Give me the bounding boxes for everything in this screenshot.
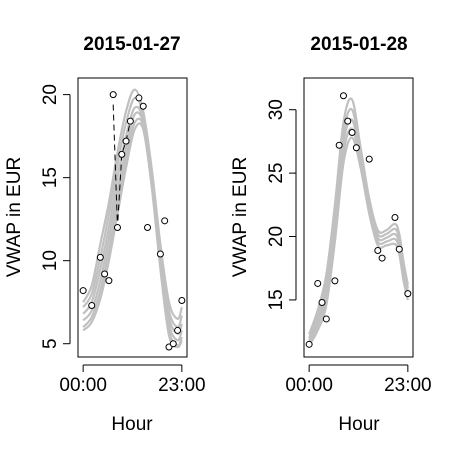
- y-tick-label: 30: [266, 99, 287, 120]
- y-tick-label: 5: [40, 338, 61, 349]
- y-tick-label: 20: [40, 84, 61, 105]
- observed-point: [392, 215, 398, 221]
- y-tick-label: 10: [40, 250, 61, 271]
- observed-point: [349, 130, 355, 136]
- observed-point: [323, 316, 329, 322]
- observed-point: [405, 291, 411, 297]
- observed-point: [102, 271, 108, 277]
- observed-point: [306, 341, 312, 347]
- panel-right-xlabel: Hour: [338, 414, 380, 435]
- observed-point: [366, 156, 372, 162]
- observed-point: [119, 151, 125, 157]
- x-tick-label: 00:00: [59, 375, 107, 396]
- y-tick-label: 20: [266, 226, 287, 247]
- panel-right-ylabel: VWAP in EUR: [230, 157, 251, 277]
- panel-left-xlabel: Hour: [111, 414, 153, 435]
- observed-point: [110, 92, 116, 98]
- observed-point: [80, 288, 86, 294]
- observed-point: [175, 327, 181, 333]
- observed-point: [379, 255, 385, 261]
- observed-point: [353, 145, 359, 151]
- x-tick-label: 23:00: [384, 375, 432, 396]
- observed-point: [114, 224, 120, 230]
- observed-point: [162, 218, 168, 224]
- x-tick-label: 00:00: [285, 375, 333, 396]
- observed-point: [97, 254, 103, 260]
- observed-point: [345, 118, 351, 124]
- observed-point: [136, 95, 142, 101]
- observed-point: [332, 278, 338, 284]
- observed-point: [123, 138, 129, 144]
- observed-point: [140, 103, 146, 109]
- observed-point: [375, 247, 381, 253]
- observed-point: [157, 251, 163, 257]
- observed-point: [336, 142, 342, 148]
- panel-left-ylabel: VWAP in EUR: [4, 157, 25, 277]
- observed-point: [170, 341, 176, 347]
- panel-right-title: 2015-01-28: [310, 34, 407, 55]
- y-tick-label: 15: [40, 167, 61, 188]
- observed-point: [89, 303, 95, 309]
- observed-point: [396, 246, 402, 252]
- y-tick-label: 25: [266, 163, 287, 184]
- observed-point: [179, 298, 185, 304]
- panel-left-title: 2015-01-27: [83, 34, 180, 55]
- observed-point: [145, 224, 151, 230]
- y-tick-label: 15: [266, 289, 287, 310]
- x-tick-label: 23:00: [158, 375, 206, 396]
- observed-point: [315, 280, 321, 286]
- observed-point: [106, 278, 112, 284]
- observed-point: [340, 93, 346, 99]
- observed-point: [319, 299, 325, 305]
- observed-point: [127, 118, 133, 124]
